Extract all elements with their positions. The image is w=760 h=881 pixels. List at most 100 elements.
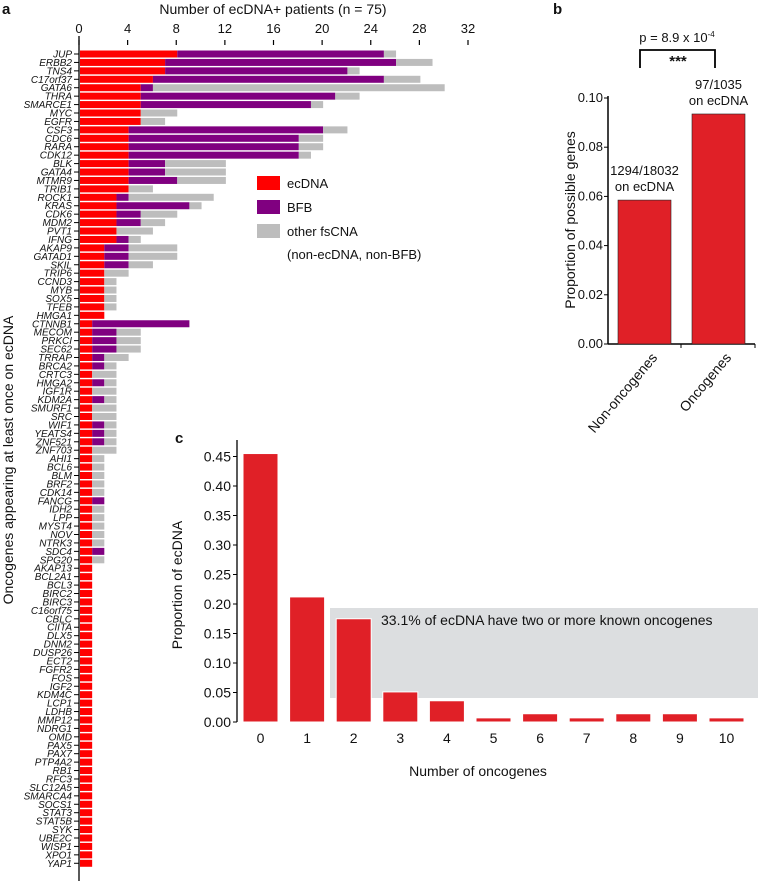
gene-label: OMD [49, 732, 72, 743]
gene-label: JUP [52, 50, 72, 61]
bar-group-brca2: BRCA2 [39, 361, 117, 372]
bar-group-kdm4c: KDM4C [37, 690, 93, 701]
bar-group-spg20: SPG20 [40, 555, 105, 566]
bar-ecdna-segment [80, 168, 129, 176]
bar-bfb-segment [92, 328, 117, 336]
gene-label: GATA6 [41, 83, 73, 94]
bar-ecdna-segment [80, 851, 93, 859]
bar-group-rock1: ROCK1 [38, 193, 214, 204]
gene-label: TRRAP [38, 353, 72, 364]
gene-label: PTP4A2 [35, 758, 73, 769]
bar-group-ptp4a2: PTP4A2 [35, 758, 93, 769]
bar-count-label: on ecDNA [689, 93, 749, 108]
bar-ecdna-segment [80, 58, 166, 66]
bar-group-yeats4: YEATS4 [34, 429, 117, 440]
bar-group-igf1r: IGF1R [43, 387, 117, 398]
bar-group-ldhb: LDHB [45, 707, 93, 718]
bar-other-segment [347, 67, 360, 75]
bar-bfb-segment [116, 235, 129, 243]
bar-other-segment [92, 480, 105, 488]
bar-count-label: 97/1035 [695, 77, 742, 92]
x-tick-label: 6 [536, 730, 544, 746]
bar-ecdna-segment [80, 472, 93, 479]
bar-other-segment [128, 185, 153, 193]
bar-other-segment [140, 117, 166, 125]
bar-group-ndrg1: NDRG1 [37, 724, 93, 735]
bar-group-smarce1: SMARCE1 [24, 100, 324, 111]
bar-other-segment [104, 286, 117, 294]
bar-bfb-segment [92, 362, 105, 370]
bar-bfb-segment [92, 421, 105, 429]
bar-other-segment [92, 514, 105, 522]
gene-label: AKAP9 [39, 243, 73, 254]
gene-label: RFC3 [46, 774, 73, 785]
bar-group-lpp: LPP [53, 513, 105, 524]
panel-c-y-label: Proportion of ecDNA [169, 520, 185, 649]
bar-ecdna-segment [80, 842, 93, 850]
gene-label: HMGA1 [36, 311, 72, 322]
gene-label: MDM2 [43, 218, 73, 229]
bar-ecdna-segment [80, 606, 93, 614]
bar-5-oncogenes [475, 717, 512, 723]
gene-label: ERBB2 [39, 58, 72, 69]
bar-ecdna-segment [80, 775, 93, 783]
bar-group-fos: FOS [51, 673, 93, 684]
bar-bfb-segment [104, 261, 129, 269]
bar-group-kras: KRAS [45, 201, 202, 212]
bar-ecdna-segment [80, 219, 117, 227]
gene-label: CDC6 [45, 134, 73, 145]
x-tick-label: 3 [396, 730, 404, 746]
bar-ecdna-segment [80, 716, 93, 724]
bar-other-segment [104, 362, 117, 370]
bar-other-segment [92, 539, 105, 547]
bar-group-idh2: IDH2 [49, 505, 105, 516]
gene-label: TNS4 [46, 66, 72, 77]
gene-label: BCL3 [47, 581, 72, 592]
bar-ecdna-segment [80, 311, 105, 319]
bar-other-segment [140, 219, 166, 227]
bar-other-segment [104, 269, 129, 277]
bar-other-segment [92, 505, 105, 513]
gene-label: BRF2 [46, 479, 72, 490]
bar-ecdna-segment [80, 514, 93, 522]
bar-ecdna-segment [80, 733, 93, 741]
y-tick-label: 0.00 [578, 336, 603, 351]
gene-label: IGF2 [50, 682, 73, 693]
gene-label: CSF3 [46, 125, 72, 136]
bar-other-segment [104, 303, 117, 311]
gene-label: BCL2A1 [35, 572, 72, 583]
bar-group-csf3: CSF3 [46, 125, 348, 136]
bar-group-blm: BLM [51, 471, 105, 482]
gene-label: THRA [45, 92, 73, 103]
gene-label: IGF1R [43, 387, 72, 398]
gene-label: WIF1 [48, 420, 72, 431]
bar-ecdna-segment [80, 699, 93, 707]
bar-10-oncogenes [708, 717, 745, 723]
bar-group-mtmr9: MTMR9 [36, 176, 226, 187]
panel-a: a Number of ecDNA+ patients (n = 75)0 4 8 12… [0, 1, 475, 881]
bar-group-prkci: PRKCI [41, 336, 141, 347]
gene-label: C16orf75 [31, 606, 73, 617]
bar-bfb-segment [116, 219, 141, 227]
bar-group-syk: SYK [52, 825, 93, 836]
bar-ecdna-segment [80, 109, 141, 117]
bar-oncogenes [691, 113, 746, 345]
x-tick-label: 20 [315, 21, 329, 36]
gene-label: BIRC3 [43, 597, 73, 608]
bar-bfb-segment [92, 337, 117, 345]
x-tick-label: 8 [629, 730, 637, 746]
bar-group-kdm2a: KDM2A [38, 395, 117, 406]
gene-label: BIRC2 [43, 589, 73, 600]
bar-other-segment [104, 421, 117, 429]
bar-other-segment [140, 109, 178, 117]
bar-ecdna-segment [80, 792, 93, 800]
x-tick-label: 5 [490, 730, 498, 746]
gene-label: SMARCA4 [24, 791, 73, 802]
gene-label: TFEB [46, 302, 72, 313]
bar-other-segment [189, 202, 202, 210]
bar-group-trib1: TRIB1 [44, 184, 153, 195]
gene-label: KDM4C [37, 690, 73, 701]
bar-group-birc2: BIRC2 [43, 589, 93, 600]
bar-ecdna-segment [80, 581, 93, 589]
bar-bfb-segment [128, 176, 178, 184]
